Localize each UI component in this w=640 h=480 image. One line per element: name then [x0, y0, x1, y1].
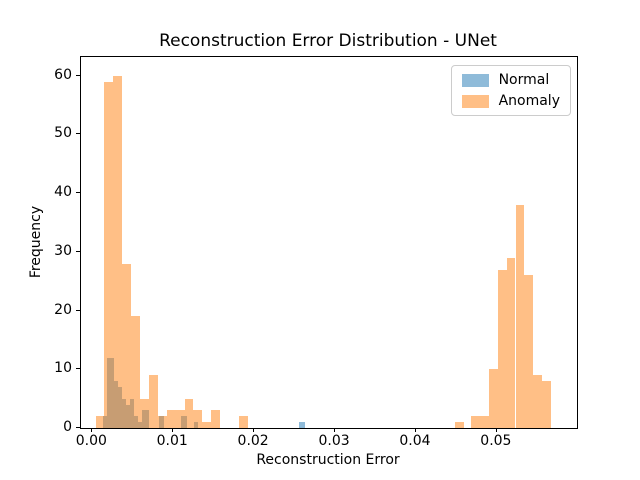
histogram-bar-anomaly: [533, 375, 543, 428]
histogram-bar-anomaly: [497, 269, 507, 428]
legend-label-normal: Normal: [498, 72, 550, 88]
y-tick-mark: [76, 427, 80, 428]
histogram-bar-anomaly: [479, 416, 489, 428]
x-tick-label: 0.02: [237, 433, 269, 449]
histogram-bar-anomaly: [184, 398, 194, 428]
legend: Normal Anomaly: [450, 65, 571, 116]
y-tick-label: 60: [54, 66, 72, 83]
y-tick-mark: [76, 368, 80, 370]
histogram-bar-anomaly: [488, 369, 498, 428]
histogram-bar-anomaly: [515, 204, 525, 428]
x-tick-mark: [172, 428, 174, 432]
histogram-bar-anomaly: [113, 75, 123, 428]
plot-area: Normal Anomaly: [80, 56, 578, 429]
y-tick-label: 50: [54, 125, 72, 142]
x-tick-mark: [91, 428, 93, 432]
x-tick-mark: [495, 428, 497, 432]
histogram-bar-anomaly: [95, 416, 105, 428]
histogram-bar-anomaly: [454, 422, 464, 428]
chart-title: Reconstruction Error Distribution - UNet: [159, 31, 497, 51]
legend-entry-normal: Normal: [461, 72, 560, 88]
y-axis-label: Frequency: [28, 205, 44, 279]
histogram-bar-anomaly: [524, 275, 534, 428]
histogram-bar-anomaly: [104, 81, 114, 428]
histogram-bar-anomaly: [157, 416, 167, 428]
x-tick-label: 0.03: [318, 433, 350, 449]
histogram-bar-anomaly: [202, 422, 212, 428]
y-tick-mark: [76, 192, 80, 194]
x-tick-label: 0.05: [480, 433, 512, 449]
normal-swatch-icon: [461, 73, 489, 87]
y-tick-mark: [76, 309, 80, 311]
y-tick-label: 0: [63, 419, 72, 435]
x-axis-label: Reconstruction Error: [256, 452, 400, 468]
y-tick-label: 20: [54, 301, 72, 318]
y-tick-mark: [76, 133, 80, 135]
y-tick-label: 30: [54, 242, 72, 259]
histogram-bar-anomaly: [193, 410, 203, 428]
histogram-bar-normal: [138, 422, 142, 428]
x-tick-label: 0.01: [156, 433, 188, 449]
y-tick-mark: [76, 250, 80, 252]
histogram-bar-anomaly: [238, 416, 248, 428]
histogram-bar-anomaly: [140, 398, 149, 428]
histogram-bar-anomaly: [211, 410, 221, 428]
histogram-bar-anomaly: [471, 416, 480, 428]
x-tick-mark: [414, 428, 416, 432]
histogram-bar-anomaly: [131, 316, 141, 428]
histogram-bar-anomaly: [506, 257, 516, 428]
x-tick-label: 0.04: [399, 433, 431, 449]
x-tick-mark: [334, 428, 336, 432]
y-tick-mark: [76, 74, 80, 76]
histogram-bar-anomaly: [542, 381, 552, 428]
x-tick-mark: [253, 428, 255, 432]
histogram-bar-anomaly: [148, 375, 158, 428]
legend-entry-anomaly: Anomaly: [461, 93, 560, 109]
legend-label-anomaly: Anomaly: [498, 93, 560, 109]
y-tick-label: 40: [54, 184, 72, 201]
histogram-bar-anomaly: [175, 410, 185, 428]
x-tick-label: 0.00: [75, 433, 107, 449]
histogram-bar-anomaly: [166, 410, 176, 428]
histogram-bar-anomaly: [122, 263, 132, 428]
y-tick-label: 10: [54, 360, 72, 377]
anomaly-swatch-icon: [461, 94, 489, 108]
histogram-bar-normal: [299, 422, 306, 428]
